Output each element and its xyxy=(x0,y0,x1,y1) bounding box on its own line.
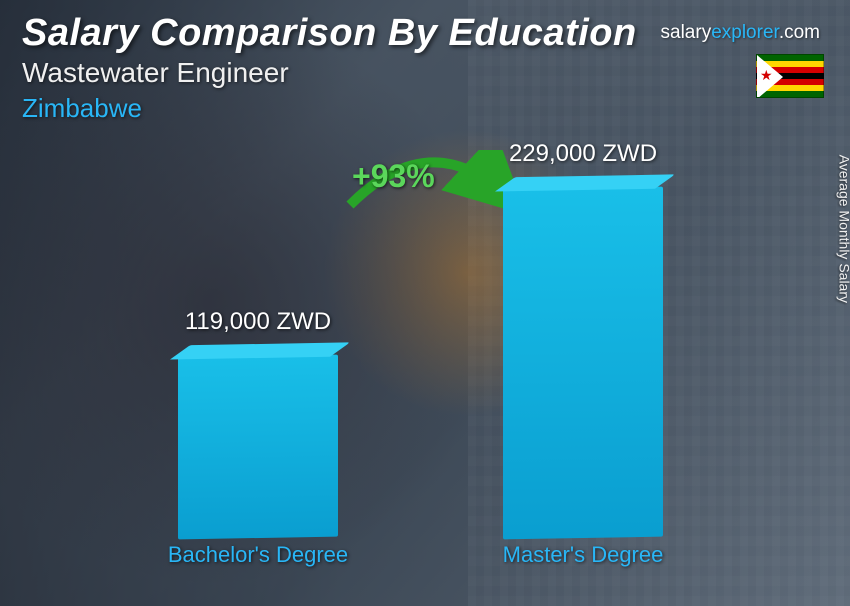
bar xyxy=(503,187,663,540)
bar-value-label: 119,000 ZWD xyxy=(185,308,331,336)
y-axis-label: Average Monthly Salary xyxy=(836,155,850,303)
zimbabwe-flag-icon xyxy=(756,54,824,98)
bar-group: 229,000 ZWDMaster's Degree xyxy=(503,188,663,538)
page-title: Salary Comparison By Education xyxy=(22,12,637,55)
brand-post: .com xyxy=(779,22,820,43)
job-subtitle: Wastewater Engineer xyxy=(22,57,637,89)
country-label: Zimbabwe xyxy=(22,93,637,124)
title-block: Salary Comparison By Education Wastewate… xyxy=(22,12,637,124)
bar-chart: 119,000 ZWDBachelor's Degree229,000 ZWDM… xyxy=(100,170,750,568)
bar-category-label: Bachelor's Degree xyxy=(168,542,348,568)
brand-accent: explorer xyxy=(711,22,779,43)
bar-top-face xyxy=(495,174,675,191)
brand-pre: salary xyxy=(661,22,712,43)
bar-top-face xyxy=(170,342,350,359)
bar xyxy=(178,355,338,540)
bar-category-label: Master's Degree xyxy=(503,542,664,568)
bar-value-label: 229,000 ZWD xyxy=(509,140,657,168)
bar-group: 119,000 ZWDBachelor's Degree xyxy=(178,356,338,538)
brand-logo: salaryexplorer.com xyxy=(661,22,820,44)
